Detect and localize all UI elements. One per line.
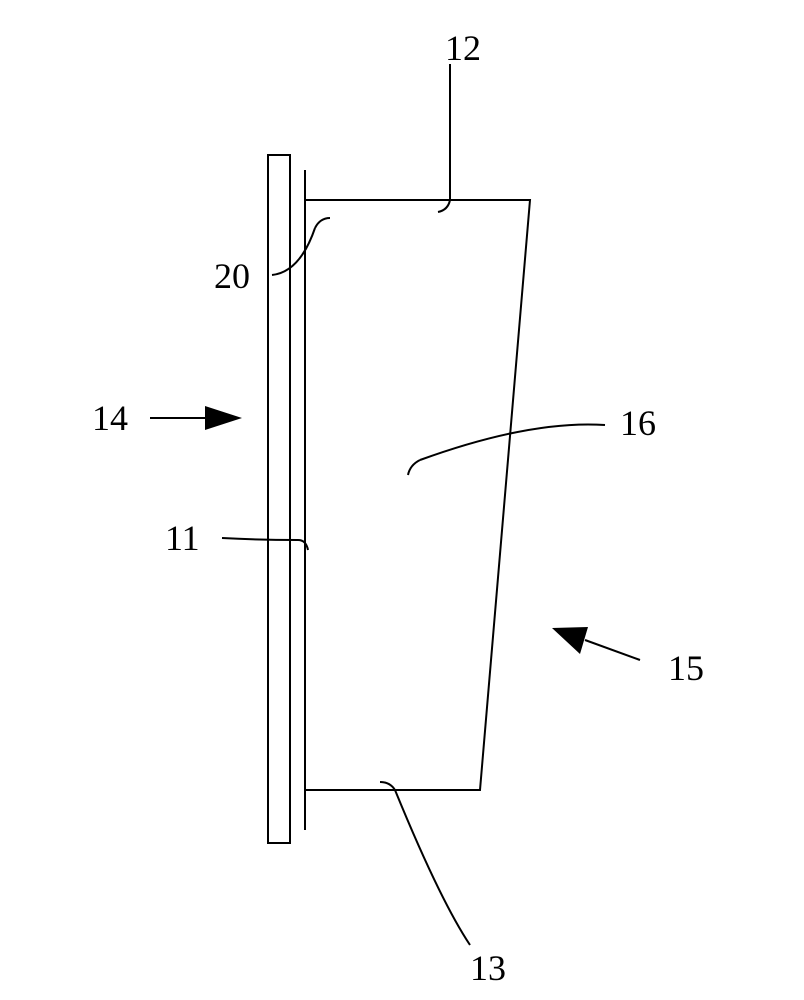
leader-16	[420, 424, 605, 460]
leader-20	[272, 228, 315, 275]
label-20: 20	[214, 258, 250, 294]
diagram-svg	[0, 0, 804, 1000]
label-14: 14	[92, 400, 128, 436]
vertical-bar-shape	[268, 155, 290, 843]
label-12: 12	[445, 30, 481, 66]
arrow-15	[552, 627, 640, 660]
label-16: 16	[620, 405, 656, 441]
arrow-14	[150, 406, 242, 430]
leader-11-hook	[298, 540, 308, 550]
technical-diagram: 12 20 14 16 11 15 13	[0, 0, 804, 1000]
trapezoid-shape	[305, 200, 530, 790]
leader-13-hook	[380, 782, 395, 790]
label-11: 11	[165, 520, 200, 556]
leader-12-hook	[438, 200, 450, 212]
leader-20-hook	[315, 218, 330, 228]
label-13: 13	[470, 950, 506, 986]
leader-11	[222, 538, 298, 540]
leader-13	[395, 790, 470, 945]
label-15: 15	[668, 650, 704, 686]
leader-16-hook	[408, 460, 420, 475]
